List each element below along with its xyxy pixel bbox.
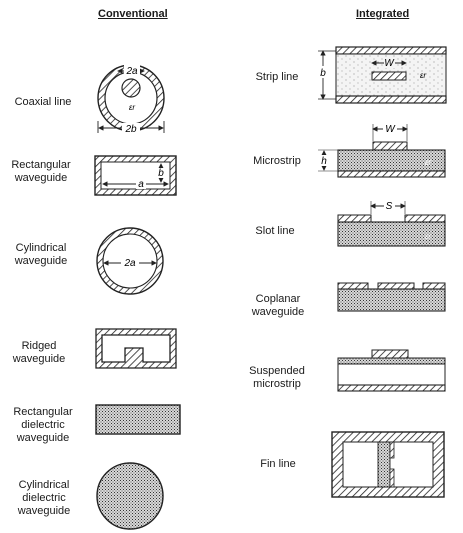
ridged-waveguide-drawing bbox=[95, 328, 177, 369]
microstrip-drawing: W εr h bbox=[318, 123, 446, 178]
slot-eps-label: εr bbox=[425, 232, 432, 241]
cylindrical-dielectric-drawing bbox=[96, 462, 164, 530]
header-integrated: Integrated bbox=[356, 8, 410, 20]
label-rectangular-dielectric-waveguide: Rectangular dielectric waveguide bbox=[13, 406, 73, 444]
rect-b-dim: b bbox=[158, 168, 164, 179]
coax-inner-dim: 2a bbox=[125, 66, 138, 77]
label-cylindrical-dielectric-waveguide: Cylindrical dielectric waveguide bbox=[17, 479, 71, 517]
coaxial-line-drawing: 2a εr 2b bbox=[97, 64, 165, 135]
strip-line-drawing: W εr b bbox=[318, 46, 447, 104]
rectangular-waveguide-drawing: a b bbox=[94, 155, 177, 196]
slot-line-drawing: S εr bbox=[337, 200, 446, 247]
micro-w-dim: W bbox=[385, 124, 396, 135]
label-rectangular-waveguide: Rectangular waveguide bbox=[11, 159, 71, 184]
strip-eps-label: εr bbox=[420, 71, 427, 80]
slot-s-dim: S bbox=[386, 201, 393, 212]
label-microstrip: Microstrip bbox=[253, 155, 301, 167]
label-coplanar-waveguide: Coplanar waveguide bbox=[251, 293, 305, 318]
micro-eps-label: εr bbox=[425, 158, 432, 167]
label-suspended-microstrip: Suspended microstrip bbox=[249, 365, 305, 390]
micro-h-dim: h bbox=[321, 156, 327, 167]
strip-w-dim: W bbox=[384, 58, 395, 69]
rect-a-dim: a bbox=[138, 179, 144, 190]
fin-line-drawing bbox=[331, 431, 445, 498]
coplanar-waveguide-drawing bbox=[337, 282, 446, 312]
coax-outer-dim: 2b bbox=[124, 124, 137, 135]
label-coaxial-line: Coaxial line bbox=[14, 96, 72, 108]
strip-b-dim: b bbox=[320, 68, 326, 79]
label-cylindrical-waveguide: Cylindrical waveguide bbox=[14, 242, 68, 267]
cylindrical-waveguide-drawing: 2a bbox=[96, 227, 164, 295]
label-ridged-waveguide: Ridged waveguide bbox=[12, 340, 66, 365]
suspended-microstrip-drawing bbox=[337, 349, 446, 392]
label-slot-line: Slot line bbox=[255, 225, 295, 237]
label-strip-line: Strip line bbox=[255, 71, 299, 83]
coax-eps-label: εr bbox=[129, 103, 136, 112]
cyl-dim: 2a bbox=[123, 258, 136, 269]
header-conventional: Conventional bbox=[98, 8, 168, 20]
rectangular-dielectric-drawing bbox=[95, 404, 181, 435]
label-fin-line: Fin line bbox=[260, 458, 296, 470]
